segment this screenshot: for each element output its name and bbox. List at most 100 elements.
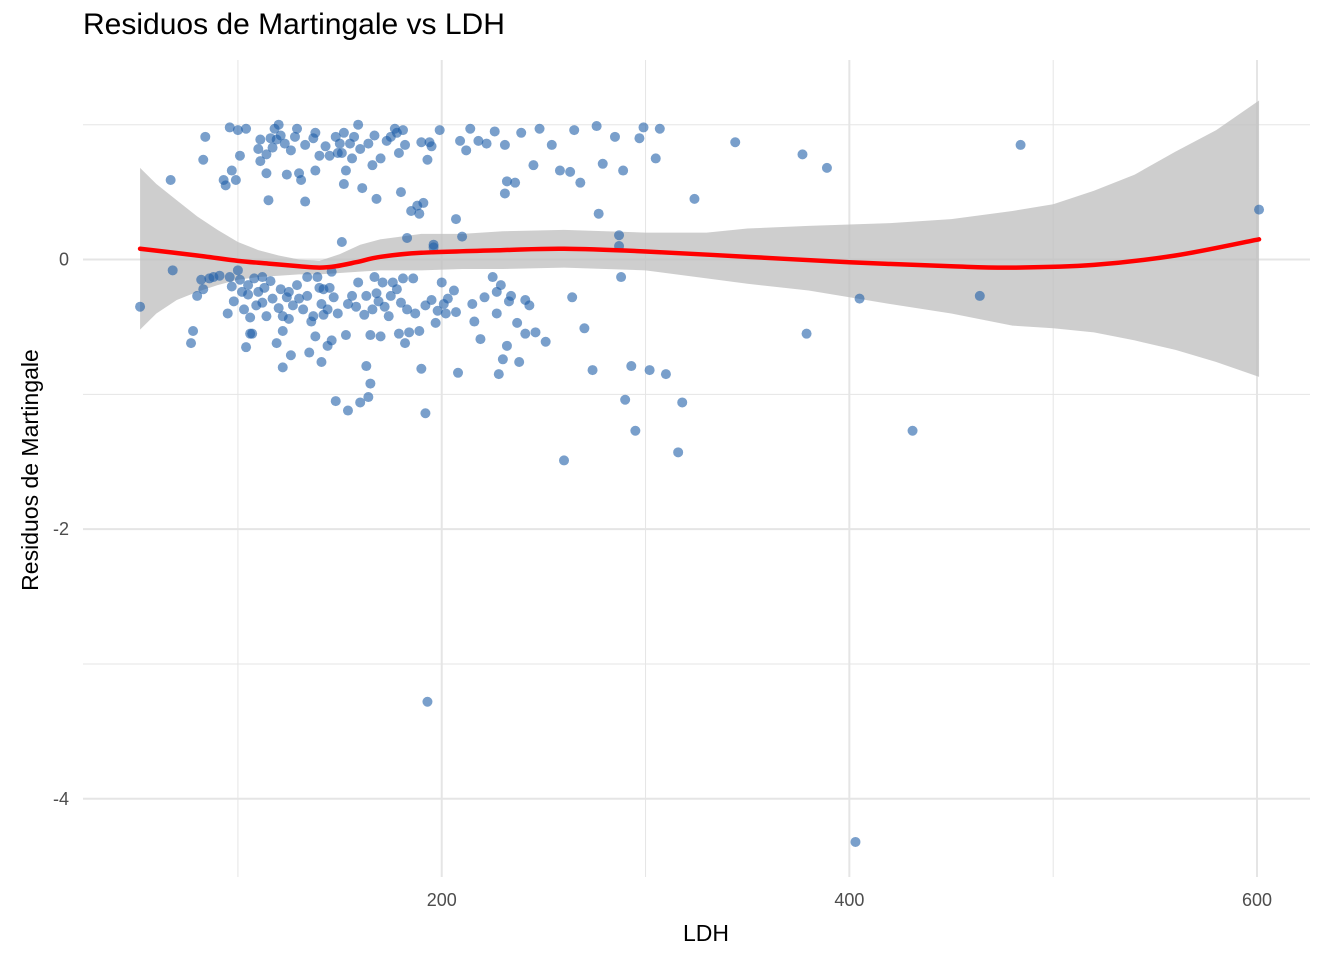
y-tick-label: 0 bbox=[59, 250, 69, 270]
data-point bbox=[340, 165, 351, 176]
data-point bbox=[393, 328, 404, 339]
data-point bbox=[330, 396, 341, 407]
data-point bbox=[283, 286, 294, 297]
data-point bbox=[186, 338, 197, 349]
data-point bbox=[591, 121, 602, 132]
data-point bbox=[579, 323, 590, 334]
data-point bbox=[1015, 139, 1026, 150]
data-point bbox=[453, 367, 464, 378]
data-point bbox=[324, 150, 335, 161]
data-point bbox=[660, 369, 671, 380]
data-point bbox=[232, 265, 243, 276]
data-point bbox=[273, 303, 284, 314]
data-point bbox=[609, 131, 620, 142]
data-point bbox=[426, 294, 437, 305]
data-point bbox=[467, 299, 478, 310]
data-point bbox=[514, 356, 525, 367]
data-point bbox=[253, 143, 264, 154]
data-point bbox=[434, 125, 445, 136]
data-point bbox=[450, 214, 461, 225]
data-point bbox=[220, 180, 231, 191]
data-point bbox=[367, 304, 378, 315]
data-point bbox=[196, 274, 207, 285]
data-point bbox=[361, 361, 372, 372]
data-point bbox=[234, 150, 245, 161]
data-point bbox=[353, 277, 364, 288]
data-point bbox=[479, 292, 490, 303]
data-point bbox=[673, 447, 684, 458]
data-point bbox=[192, 290, 203, 301]
data-point bbox=[214, 270, 225, 281]
data-point bbox=[314, 150, 325, 161]
data-point bbox=[332, 308, 343, 319]
data-point bbox=[222, 308, 233, 319]
chart-title: Residuos de Martingale vs LDH bbox=[83, 8, 505, 41]
data-point bbox=[416, 363, 427, 374]
data-point bbox=[395, 187, 406, 198]
data-point bbox=[361, 290, 372, 301]
data-point bbox=[257, 297, 268, 308]
data-point bbox=[294, 293, 305, 304]
data-point bbox=[489, 126, 500, 137]
data-point bbox=[402, 304, 413, 315]
data-point bbox=[907, 425, 918, 436]
data-point bbox=[261, 311, 272, 322]
data-point bbox=[320, 141, 331, 152]
data-point bbox=[510, 177, 521, 188]
data-point bbox=[310, 127, 321, 138]
data-point bbox=[1254, 204, 1265, 215]
data-point bbox=[422, 154, 433, 165]
data-point bbox=[416, 137, 427, 148]
data-point bbox=[349, 131, 360, 142]
data-point bbox=[493, 369, 504, 380]
data-point bbox=[363, 392, 374, 403]
data-point bbox=[404, 327, 415, 338]
data-point bbox=[618, 165, 629, 176]
data-point bbox=[375, 331, 386, 342]
data-point bbox=[540, 336, 551, 347]
data-point bbox=[575, 177, 586, 188]
data-point bbox=[634, 133, 645, 144]
data-point bbox=[689, 193, 700, 204]
data-point bbox=[336, 148, 347, 159]
data-point bbox=[854, 293, 865, 304]
data-point bbox=[402, 232, 413, 243]
data-point bbox=[300, 196, 311, 207]
data-point bbox=[442, 293, 453, 304]
data-point bbox=[497, 354, 508, 365]
data-point bbox=[487, 272, 498, 283]
data-point bbox=[324, 282, 335, 293]
data-point bbox=[499, 139, 510, 150]
data-point bbox=[338, 127, 349, 138]
data-point bbox=[283, 313, 294, 324]
data-point bbox=[528, 160, 539, 171]
data-point bbox=[644, 365, 655, 376]
data-point bbox=[626, 361, 637, 372]
data-point bbox=[224, 122, 235, 133]
data-point bbox=[408, 273, 419, 284]
data-point bbox=[436, 277, 447, 288]
data-point bbox=[516, 127, 527, 138]
data-point bbox=[359, 309, 370, 320]
data-point bbox=[481, 138, 492, 149]
data-point bbox=[342, 299, 353, 310]
data-point bbox=[292, 280, 303, 291]
data-point bbox=[363, 138, 374, 149]
data-point bbox=[567, 292, 578, 303]
data-point bbox=[255, 156, 266, 167]
data-point bbox=[367, 160, 378, 171]
data-point bbox=[397, 125, 408, 136]
data-point bbox=[650, 153, 661, 164]
data-point bbox=[255, 134, 266, 145]
data-point bbox=[473, 135, 484, 146]
data-point bbox=[302, 290, 313, 301]
data-point bbox=[495, 280, 506, 291]
data-point bbox=[265, 276, 276, 287]
data-point bbox=[614, 230, 625, 241]
data-point bbox=[369, 130, 380, 141]
data-point bbox=[277, 362, 288, 373]
data-point bbox=[340, 330, 351, 341]
data-point bbox=[554, 165, 565, 176]
data-point bbox=[245, 312, 256, 323]
